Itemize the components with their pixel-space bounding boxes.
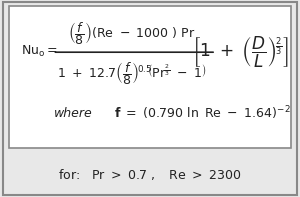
FancyBboxPatch shape <box>9 6 291 148</box>
Text: $\left(\dfrac{f}{8}\right)( \mathrm{Re}\ -\ 1000\ )\ \mathrm{Pr}$: $\left(\dfrac{f}{8}\right)( \mathrm{Re}\… <box>68 20 196 47</box>
Text: $\mathbf{f}\ =\ (0.790\ \ln\ \mathrm{Re}\ -\ 1.64)^{-2}$: $\mathbf{f}\ =\ (0.790\ \ln\ \mathrm{Re}… <box>114 104 291 122</box>
Text: $\left[1\ +\ \left(\dfrac{D}{L}\right)^{\!\frac{2}{3}}\right]$: $\left[1\ +\ \left(\dfrac{D}{L}\right)^{… <box>192 34 288 70</box>
Text: for:   $\mathrm{Pr}\ >\ 0.7\ ,\quad \mathrm{Re}\ >\ 2300$: for: $\mathrm{Pr}\ >\ 0.7\ ,\quad \mathr… <box>58 167 242 182</box>
Text: $1\ +\ 12.7\left(\dfrac{f}{8}\right)^{\!0.5}\!\!\left(\mathrm{Pr}^{\frac{2}{3}}\: $1\ +\ 12.7\left(\dfrac{f}{8}\right)^{\!… <box>57 60 207 87</box>
FancyBboxPatch shape <box>3 2 297 195</box>
Text: $\mathrm{Nu_o} =$: $\mathrm{Nu_o} =$ <box>21 44 58 59</box>
Text: where: where <box>54 107 93 120</box>
